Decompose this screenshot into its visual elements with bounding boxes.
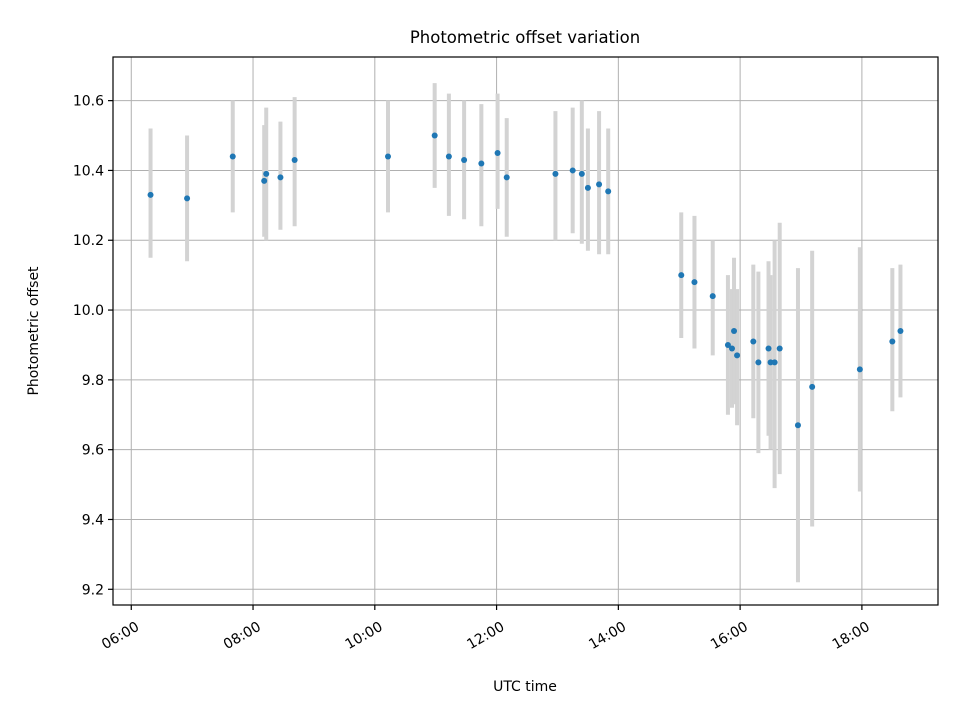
data-point [461, 156, 468, 163]
data-point [261, 177, 268, 184]
y-tick-label: 10.4 [73, 163, 104, 179]
data-point [263, 170, 270, 177]
data-point [709, 293, 716, 300]
grid [113, 57, 938, 605]
data-points [147, 132, 904, 429]
data-point [147, 191, 154, 198]
y-axis-label: Photometric offset [26, 266, 42, 396]
data-point [776, 345, 783, 352]
data-point [494, 149, 501, 156]
x-axis-label: UTC time [493, 679, 557, 695]
data-point [678, 272, 685, 279]
data-point [889, 338, 896, 345]
data-point [605, 188, 612, 195]
data-point [771, 359, 778, 366]
y-tick-label: 9.6 [82, 443, 104, 459]
data-point [856, 366, 863, 373]
data-point [755, 359, 762, 366]
data-point [578, 170, 585, 177]
data-point [385, 153, 391, 160]
data-point [552, 170, 559, 177]
data-point [897, 328, 904, 334]
data-point [569, 167, 576, 174]
data-point [478, 160, 485, 167]
y-tick-label: 10.0 [73, 303, 104, 319]
data-point [596, 181, 603, 188]
y-tick-label: 9.2 [82, 582, 104, 598]
data-point [734, 352, 741, 359]
data-point [809, 383, 816, 390]
data-point [691, 279, 698, 286]
data-point [724, 341, 731, 348]
y-tick-label: 9.4 [82, 512, 104, 528]
y-tick-label: 9.8 [82, 373, 104, 389]
data-point [750, 338, 757, 345]
y-tick-label: 10.2 [73, 233, 104, 249]
data-point [765, 345, 772, 352]
data-point [445, 153, 452, 160]
chart-title: Photometric offset variation [410, 28, 640, 47]
data-point [729, 345, 736, 352]
y-tick-label: 10.6 [73, 94, 104, 110]
data-point [229, 153, 236, 160]
data-point [584, 184, 591, 191]
data-point [503, 174, 510, 181]
data-point [277, 174, 284, 181]
data-point [731, 328, 738, 334]
data-point [291, 156, 298, 163]
plot-frame [112, 56, 939, 606]
data-point [184, 195, 191, 202]
data-point [794, 422, 801, 429]
data-point [431, 132, 438, 139]
